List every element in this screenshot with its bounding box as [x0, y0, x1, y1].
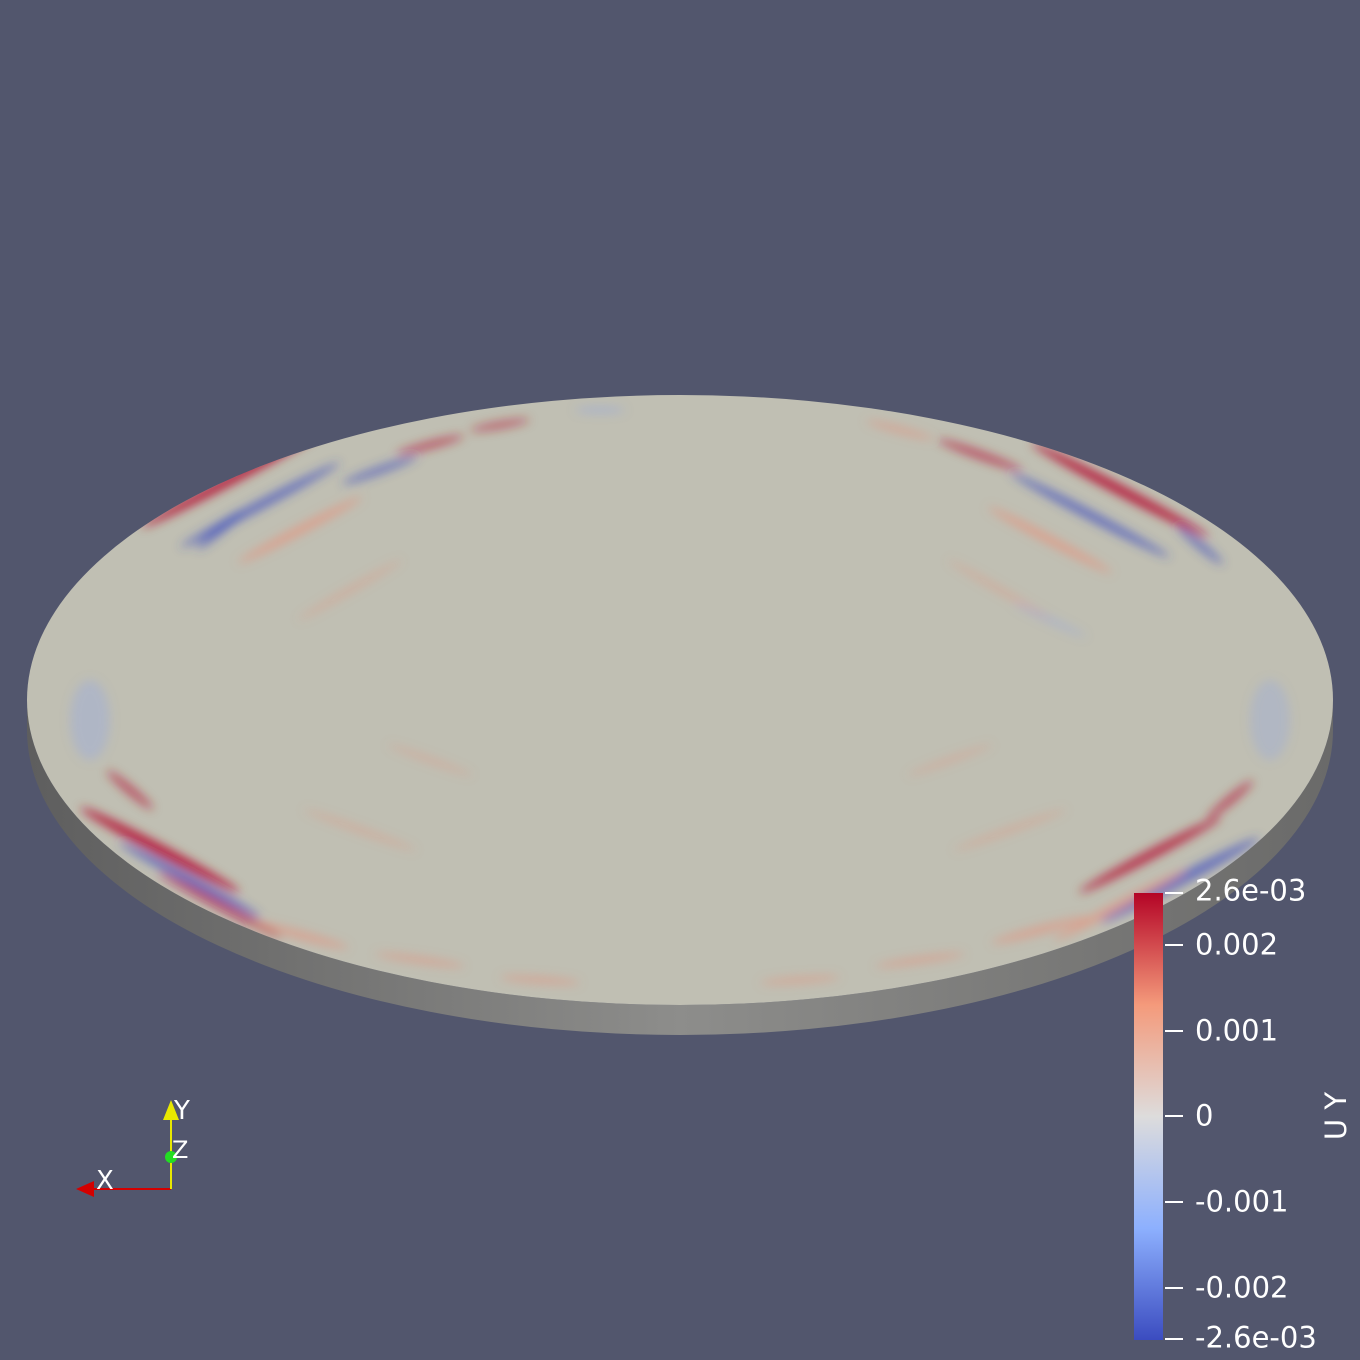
scalar-bar-tick: [1165, 1201, 1183, 1203]
z-axis-dot: [165, 1151, 177, 1163]
field-stripe: [953, 809, 1067, 851]
field-stripe: [991, 916, 1089, 944]
field-stripe: [1010, 472, 1170, 558]
x-axis-label: X: [96, 1166, 114, 1196]
field-stripe: [1053, 869, 1187, 941]
field-stripe: [1079, 817, 1221, 893]
z-axis-label: Z: [172, 1136, 189, 1164]
field-stripe: [342, 455, 418, 485]
field-stripe: [70, 680, 110, 760]
field-stripe: [948, 559, 1052, 621]
scalar-bar-gradient: [1134, 893, 1163, 1340]
scalar-bar: [1134, 893, 1163, 1340]
field-stripe: [196, 510, 244, 550]
field-stripe: [1250, 680, 1290, 760]
field-stripe: [470, 418, 530, 432]
field-stripe: [866, 420, 934, 440]
field-stripe: [80, 807, 240, 893]
scalar-bar-tick: [1165, 1287, 1183, 1289]
scalar-bar-tick-min: [1165, 1338, 1183, 1340]
scalar-bar-tick-label: -0.001: [1195, 1184, 1289, 1219]
field-stripe: [1206, 780, 1254, 820]
field-stripe: [303, 809, 417, 851]
field-stripe: [119, 842, 261, 918]
field-stripe: [500, 975, 580, 985]
field-stripe: [298, 559, 402, 621]
field-stripe: [106, 770, 154, 810]
field-stripe: [907, 744, 993, 776]
field-stripe: [1176, 525, 1224, 565]
field-stripe: [251, 921, 349, 949]
y-axis-arrow: [163, 1100, 179, 1120]
field-stripe: [387, 744, 473, 776]
scalar-bar-min-label: -2.6e-03: [1195, 1320, 1317, 1355]
orientation-axes: [76, 1100, 179, 1197]
scalar-bar-tick-label: 0: [1195, 1098, 1214, 1133]
scalar-bar-tick: [1165, 1115, 1183, 1117]
disk-top-surface: [27, 395, 1333, 1005]
field-stripe: [937, 439, 1023, 471]
x-axis-arrow: [76, 1181, 94, 1197]
field-stripe: [238, 496, 362, 564]
field-stripe: [375, 952, 465, 968]
field-stripe: [396, 435, 464, 455]
field-stripe: [158, 871, 282, 939]
field-stripe: [1013, 602, 1087, 638]
field-stripe: [575, 407, 625, 413]
scalar-bar-tick-label: -0.002: [1195, 1270, 1289, 1305]
y-axis-label: Y: [174, 1096, 190, 1126]
field-stripe: [988, 506, 1112, 574]
field-stripe: [875, 952, 965, 968]
scalar-bar-tick: [1165, 944, 1183, 946]
scalar-bar-tick-max: [1165, 892, 1183, 894]
scalar-bar-tick: [1165, 1030, 1183, 1032]
scalar-bar-tick-label: 0.002: [1195, 927, 1279, 962]
field-stripe: [760, 975, 840, 985]
scalar-bar-title: U Y: [1319, 1091, 1353, 1141]
scalar-bar-tick-label: 0.001: [1195, 1013, 1279, 1048]
field-stripe: [1031, 442, 1209, 538]
scalar-bar-max-label: 2.6e-03: [1195, 873, 1307, 908]
